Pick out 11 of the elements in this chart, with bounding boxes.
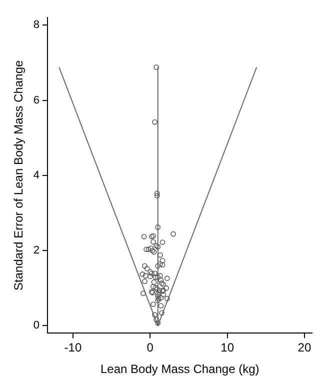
y-tick-label: 0: [33, 320, 40, 332]
y-tick-label: 8: [33, 19, 40, 32]
y-axis-title: Standard Error of Lean Body Mass Change: [12, 60, 26, 290]
y-tick-label: 4: [33, 169, 40, 182]
y-tick-label: 6: [33, 94, 40, 106]
x-tick-label: 20: [298, 340, 312, 355]
x-axis-title: Lean Body Mass Change (kg): [100, 362, 260, 376]
x-tick-label: 10: [220, 340, 234, 355]
y-tick-label: 2: [33, 244, 40, 257]
x-tick-label: -10: [64, 340, 82, 355]
x-tick-label: 0: [146, 340, 154, 355]
